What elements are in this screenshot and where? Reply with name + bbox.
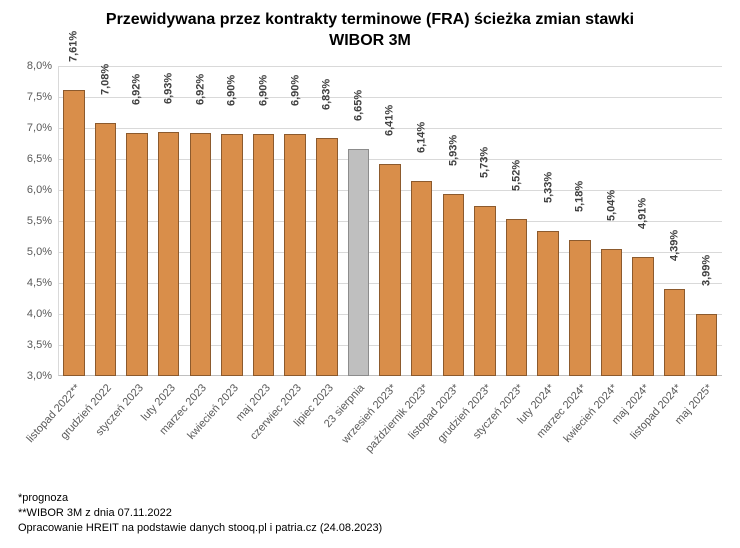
bar-column: 5,04% bbox=[596, 66, 628, 376]
bar-value-label: 6,90% bbox=[258, 75, 270, 106]
y-tick-label: 4,5% bbox=[27, 277, 52, 289]
y-tick-label: 3,5% bbox=[27, 339, 52, 351]
bar-column: 4,91% bbox=[627, 66, 659, 376]
bars-container: 7,61% 7,08% 6,92% 6,93% 6,92% 6,90% 6,90% 6,90%… bbox=[58, 66, 722, 376]
bar bbox=[221, 134, 243, 376]
bar-value-label: 5,93% bbox=[447, 135, 459, 166]
bar bbox=[95, 123, 117, 376]
bar-value-label: 7,08% bbox=[99, 63, 111, 94]
bar-value-label: 4,39% bbox=[669, 230, 681, 261]
bar-value-label: 5,52% bbox=[511, 160, 523, 191]
x-tick-label: czerwiec 2023 bbox=[279, 378, 311, 473]
bar-column: 7,08% bbox=[90, 66, 122, 376]
bar-column: 3,99% bbox=[691, 66, 723, 376]
y-axis: 3,0%3,5%4,0%4,5%5,0%5,5%6,0%6,5%7,0%7,5%… bbox=[18, 66, 58, 376]
bar-column: 6,92% bbox=[121, 66, 153, 376]
bar bbox=[474, 206, 496, 375]
bar-column: 6,90% bbox=[279, 66, 311, 376]
bar bbox=[411, 181, 433, 376]
y-tick-label: 7,5% bbox=[27, 91, 52, 103]
bar bbox=[696, 314, 718, 375]
bar-column: 4,39% bbox=[659, 66, 691, 376]
bar bbox=[253, 134, 275, 376]
y-tick-label: 8,0% bbox=[27, 60, 52, 72]
bar-column: 6,41% bbox=[374, 66, 406, 376]
x-tick-label: styczeń 2023* bbox=[501, 378, 533, 473]
y-tick-label: 4,0% bbox=[27, 308, 52, 320]
bar-column: 6,14% bbox=[406, 66, 438, 376]
bar bbox=[379, 164, 401, 375]
bar-value-label: 6,90% bbox=[226, 75, 238, 106]
bar-column: 5,52% bbox=[501, 66, 533, 376]
footnote-2: **WIBOR 3M z dnia 07.11.2022 bbox=[18, 506, 382, 521]
y-tick-label: 7,0% bbox=[27, 122, 52, 134]
bar-column: 6,90% bbox=[248, 66, 280, 376]
bar bbox=[537, 231, 559, 375]
x-tick-label: styczeń 2023 bbox=[121, 378, 153, 473]
footnote-1: *prognoza bbox=[18, 491, 382, 506]
bar-value-label: 6,90% bbox=[289, 75, 301, 106]
bar bbox=[443, 194, 465, 376]
bar-value-label: 6,93% bbox=[163, 73, 175, 104]
bar-value-label: 6,41% bbox=[384, 105, 396, 136]
bar bbox=[190, 133, 212, 376]
bar-column: 5,33% bbox=[532, 66, 564, 376]
bar bbox=[316, 138, 338, 375]
bar-value-label: 5,18% bbox=[574, 181, 586, 212]
bar bbox=[569, 240, 591, 375]
bar-value-label: 6,92% bbox=[131, 73, 143, 104]
bar bbox=[126, 133, 148, 376]
bar bbox=[664, 289, 686, 375]
y-tick-label: 3,0% bbox=[27, 370, 52, 382]
bar-value-label: 6,14% bbox=[416, 122, 428, 153]
footnotes: *prognoza **WIBOR 3M z dnia 07.11.2022 O… bbox=[18, 491, 382, 536]
bar-value-label: 5,04% bbox=[605, 190, 617, 221]
x-tick-label: kwiecień 2024* bbox=[596, 378, 628, 473]
bar-column: 6,93% bbox=[153, 66, 185, 376]
bar-value-label: 3,99% bbox=[700, 255, 712, 286]
bar-column: 6,83% bbox=[311, 66, 343, 376]
bar bbox=[632, 257, 654, 375]
bar-column: 5,73% bbox=[469, 66, 501, 376]
footnote-3: Opracowanie HREIT na podstawie danych st… bbox=[18, 521, 382, 536]
y-tick-label: 6,5% bbox=[27, 153, 52, 165]
x-axis-labels: listopad 2022**grudzień 2022styczeń 2023… bbox=[58, 378, 722, 473]
bar-column: 6,92% bbox=[185, 66, 217, 376]
bar bbox=[63, 90, 85, 376]
bar bbox=[158, 132, 180, 376]
chart-title-line2: WIBOR 3M bbox=[329, 32, 411, 49]
bar bbox=[601, 249, 623, 375]
y-tick-label: 6,0% bbox=[27, 184, 52, 196]
chart-title-line1: Przewidywana przez kontrakty terminowe (… bbox=[106, 11, 634, 28]
bar-column: 6,90% bbox=[216, 66, 248, 376]
x-tick-label: kwiecień 2023 bbox=[216, 378, 248, 473]
chart-area: 3,0% 3,5% 4,0% 4,5% 5,0% 5,5% 6,0% 6,5% 7,0% 7,5%… bbox=[18, 66, 722, 461]
bar-value-label: 7,61% bbox=[68, 31, 80, 62]
bar bbox=[348, 149, 370, 375]
bar bbox=[284, 134, 306, 376]
bar bbox=[506, 219, 528, 375]
y-tick-label: 5,5% bbox=[27, 215, 52, 227]
chart-title: Przewidywana przez kontrakty terminowe (… bbox=[18, 10, 722, 52]
bar-column: 5,93% bbox=[438, 66, 470, 376]
bar-column: 7,61% bbox=[58, 66, 90, 376]
x-tick-label: maj 2025* bbox=[691, 378, 723, 473]
bar-value-label: 6,92% bbox=[194, 73, 206, 104]
bar-value-label: 5,73% bbox=[479, 147, 491, 178]
y-tick-label: 5,0% bbox=[27, 246, 52, 258]
bar-value-label: 6,83% bbox=[321, 79, 333, 110]
bar-value-label: 5,33% bbox=[542, 172, 554, 203]
bar-column: 5,18% bbox=[564, 66, 596, 376]
bar-column: 6,65% bbox=[343, 66, 375, 376]
x-tick-label: listopad 2024* bbox=[659, 378, 691, 473]
bar-value-label: 6,65% bbox=[352, 90, 364, 121]
bar-value-label: 4,91% bbox=[637, 198, 649, 229]
